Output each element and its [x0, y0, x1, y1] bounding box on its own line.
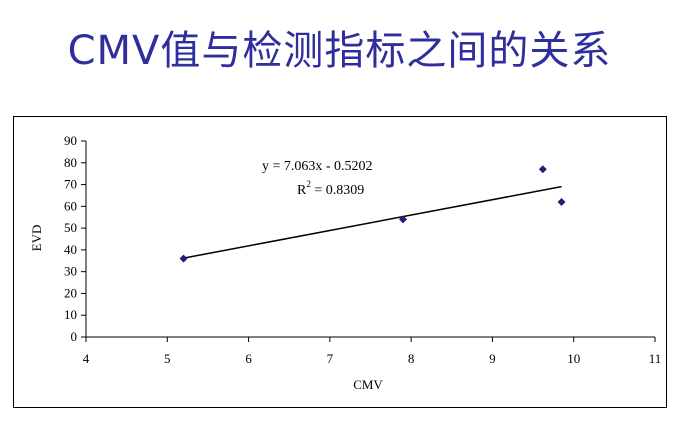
r-squared-exponent: 2: [306, 179, 311, 189]
x-tick-label: 6: [245, 351, 252, 366]
y-tick-label: 90: [64, 133, 77, 148]
data-point: [399, 215, 408, 224]
x-axis-title: CMV: [353, 377, 383, 392]
tick-labels: 0 10 20 30 40 50 60 70 80 90 4 5 6 7 8 9 10 11: [64, 133, 661, 366]
x-tick-label: 9: [489, 351, 496, 366]
chart-area: [13, 116, 667, 408]
y-tick-label: 20: [64, 285, 77, 300]
data-points: [179, 165, 566, 263]
x-tick-label: 4: [83, 351, 90, 366]
trend-equation: y = 7.063x - 0.5202: [262, 159, 373, 174]
y-tick-label: 0: [71, 329, 78, 344]
x-tick-label: 7: [327, 351, 334, 366]
y-tick-label: 80: [64, 155, 77, 170]
y-tick-label: 50: [64, 220, 77, 235]
y-tick-label: 60: [64, 198, 77, 213]
y-axis-title: EVD: [29, 225, 44, 252]
r-squared-label: R2 = 0.8309: [297, 179, 364, 198]
x-tick-label: 8: [408, 351, 415, 366]
x-tick-label: 10: [567, 351, 580, 366]
data-point: [538, 165, 547, 174]
y-tick-label: 40: [64, 242, 77, 257]
axes: [81, 140, 656, 342]
y-tick-label: 70: [64, 177, 77, 192]
x-tick-label: 5: [164, 351, 171, 366]
trendline: [183, 185, 562, 259]
slide-title: CMV值与检测指标之间的关系: [67, 28, 612, 74]
data-point: [557, 197, 566, 206]
data-point: [179, 254, 188, 263]
y-tick-label: 30: [64, 264, 77, 279]
y-tick-label: 10: [64, 307, 77, 322]
r-squared-value: = 0.8309: [311, 183, 364, 198]
x-tick-label: 11: [649, 351, 662, 366]
r-squared-symbol: R: [297, 183, 307, 198]
